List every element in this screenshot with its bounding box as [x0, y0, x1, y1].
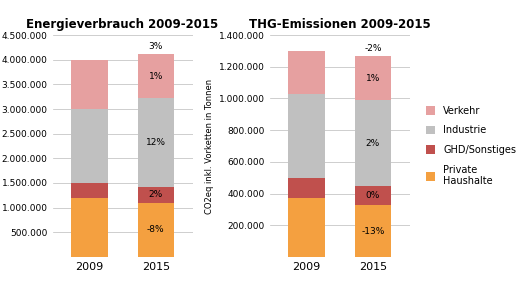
Text: 2%: 2% — [149, 190, 163, 199]
Bar — [71, 198, 108, 257]
Legend: Verkehr, Industrie, GHD/Sonstiges, Private
Haushalte: Verkehr, Industrie, GHD/Sonstiges, Priva… — [426, 106, 516, 186]
Bar — [288, 94, 324, 178]
Title: Energieverbrauch 2009-2015: Energieverbrauch 2009-2015 — [26, 18, 218, 31]
Y-axis label: CO2eq inkl. Vorketten in Tonnen: CO2eq inkl. Vorketten in Tonnen — [205, 79, 215, 213]
Bar — [288, 197, 324, 257]
Text: 0%: 0% — [365, 192, 380, 200]
Bar — [71, 109, 108, 183]
Bar — [354, 56, 391, 100]
Bar — [138, 54, 174, 98]
Bar — [138, 203, 174, 257]
Text: 3%: 3% — [149, 42, 163, 51]
Bar — [138, 98, 174, 187]
Text: -8%: -8% — [147, 225, 165, 234]
Bar — [354, 100, 391, 186]
Bar — [71, 60, 108, 109]
Bar — [288, 178, 324, 197]
Text: -2%: -2% — [364, 44, 382, 53]
Text: 1%: 1% — [149, 72, 163, 81]
Text: 1%: 1% — [365, 74, 380, 83]
Bar — [138, 187, 174, 203]
Bar — [288, 51, 324, 94]
Title: THG-Emissionen 2009-2015: THG-Emissionen 2009-2015 — [249, 18, 430, 31]
Bar — [354, 186, 391, 206]
Text: -13%: -13% — [361, 227, 384, 236]
Bar — [354, 206, 391, 257]
Text: 12%: 12% — [146, 138, 166, 147]
Bar — [71, 183, 108, 198]
Text: 2%: 2% — [366, 139, 380, 148]
